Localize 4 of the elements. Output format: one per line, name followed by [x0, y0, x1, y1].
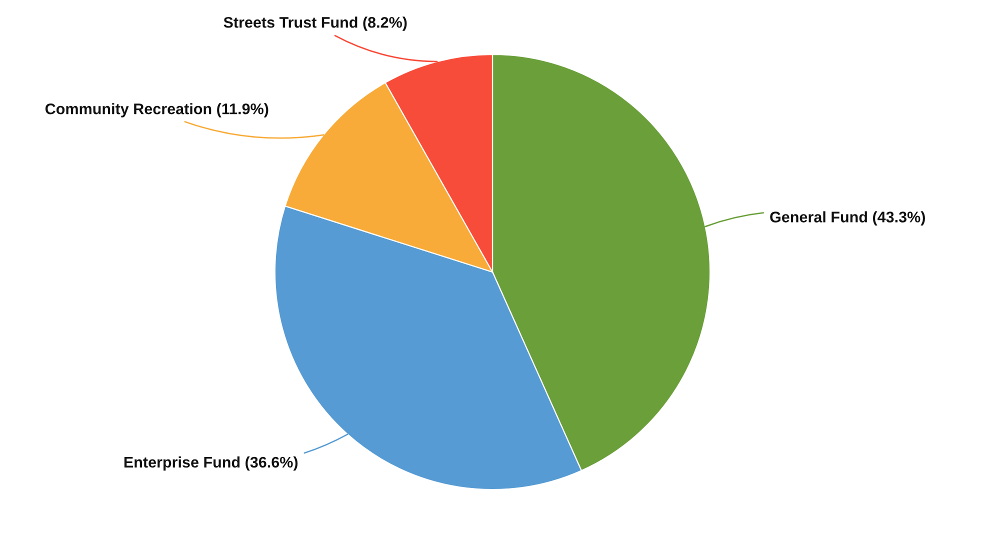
- slice-label: Community Recreation (11.9%): [45, 103, 268, 118]
- slice-label: General Fund (43.3%): [770, 211, 925, 226]
- slice-label: Streets Trust Fund (8.2%): [224, 16, 407, 31]
- slice-label: Enterprise Fund (36.6%): [124, 456, 298, 471]
